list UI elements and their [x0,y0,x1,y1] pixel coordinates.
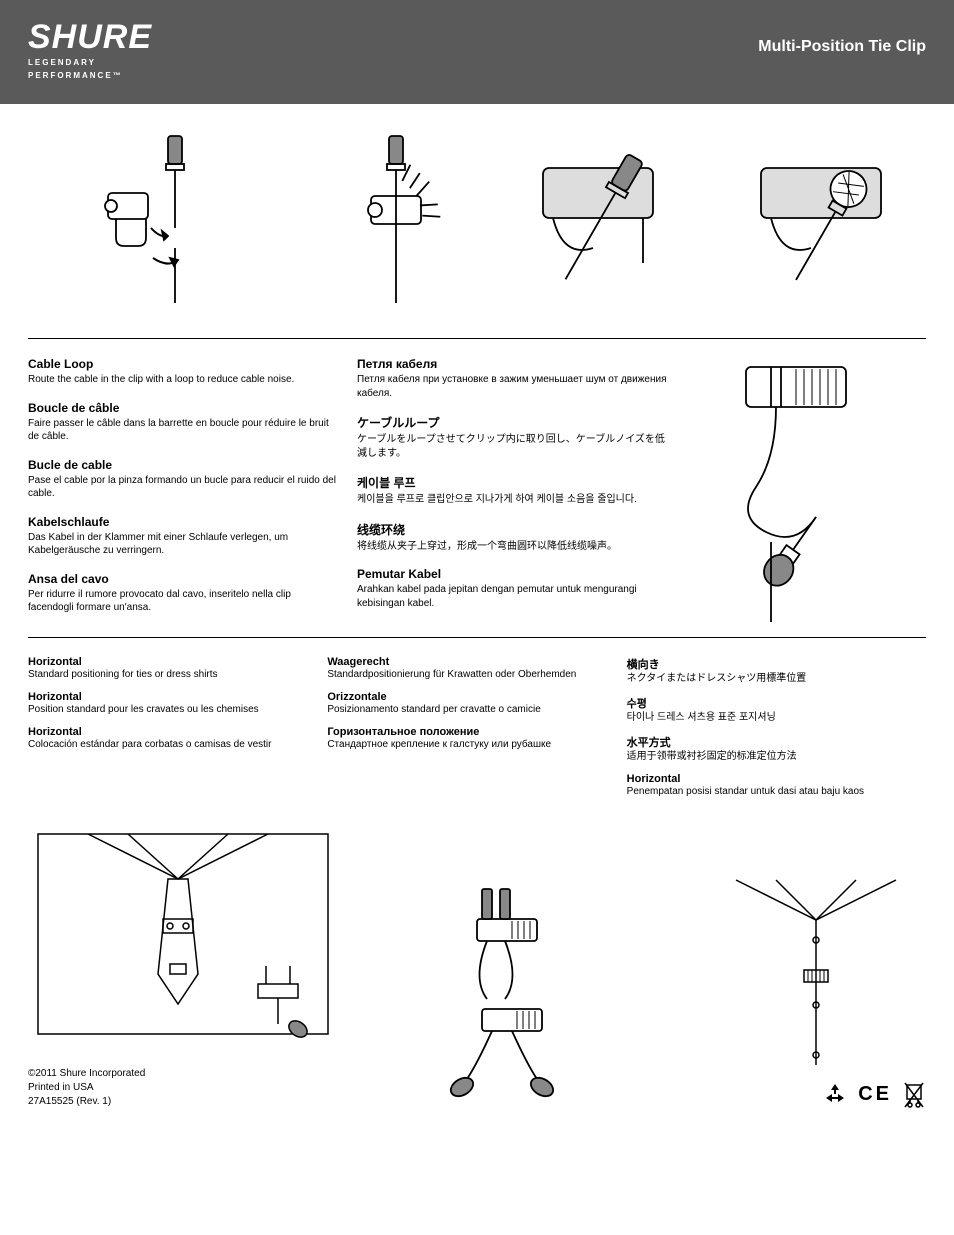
horiz-body: Penempatan posisi standar untuk dasi ata… [627,785,906,798]
horiz-block: HorizontalPenempatan posisi standar untu… [627,773,906,798]
tie-diagram [28,824,338,1054]
horiz-body: Posizionamento standard per cravatte o c… [327,703,606,716]
assembly-diagrams-row [28,104,926,339]
lang-block: 케이블 루프케이블을 루프로 클립안으로 지나가게 하여 케이블 소음을 줄입니… [357,474,668,507]
horiz-body: Position standard pour les cravates ou l… [28,703,307,716]
lang-body: 将线缆从夹子上穿过，形成一个弯曲圆环以降低线缆噪声。 [357,540,668,554]
lang-block: Cable Loop Route the cable in the clip wi… [28,357,339,387]
logo-sub-2: PERFORMANCE™ [28,71,152,80]
lang-block: ケーブルループケーブルをループさせてクリップ内に取り回し、ケーブルノイズを低減し… [357,414,668,460]
lang-body: Das Kabel in der Klammer mit einer Schla… [28,531,339,558]
footer-rev: 27A15525 (Rev. 1) [28,1095,338,1109]
horiz-block: HorizontalColocación estándar para corba… [28,726,307,751]
horiz-block: 수평타이나 드레스 셔츠용 표준 포지셔닝 [627,695,906,724]
footer-printed: Printed in USA [28,1081,338,1095]
horiz-title: Горизонтальное положение [327,726,606,738]
horiz-title: Horizontal [28,656,307,668]
cable-loop-col-1: Cable Loop Route the cable in the clip wi… [28,357,357,629]
horiz-title: Orizzontale [327,691,606,703]
horizontal-col-1: HorizontalStandard positioning for ties … [28,656,327,808]
horiz-title: Horizontal [28,726,307,738]
footer-text: ©2011 Shure Incorporated Printed in USA … [28,1067,338,1109]
horiz-title: 수평 [627,695,906,711]
lang-block: Петля кабеля Петля кабеля при установке в… [357,357,668,400]
lang-title: Cable Loop [28,357,339,371]
assembly-diagram-3 [503,128,693,308]
ce-mark: CE [858,1083,892,1106]
horiz-block: 水平方式适用于领带或衬衫固定的标准定位方法 [627,734,906,763]
recycle-icon [822,1082,848,1108]
horiz-body: 타이나 드레스 셔츠용 표준 포지셔닝 [627,711,906,724]
logo-main: SHURE [28,20,152,54]
horiz-block: 横向きネクタイまたはドレスシャツ用標準位置 [627,656,906,685]
horiz-body: Standard positioning for ties or dress s… [28,668,307,681]
horiz-body: Colocación estándar para corbatas o cami… [28,738,307,751]
lang-title: Boucle de câble [28,401,339,415]
lang-body: 케이블을 루프로 클립안으로 지나가게 하여 케이블 소음을 줄입니다. [357,493,668,507]
horiz-title: Horizontal [627,773,906,785]
lang-title: Kabelschlaufe [28,515,339,529]
lang-body: Петля кабеля при установке в зажим умень… [357,373,668,400]
document-title: Multi-Position Tie Clip [758,38,926,56]
cable-loop-diagram-col [686,357,926,629]
assembly-diagram-4 [726,128,916,308]
horiz-block: HorizontalStandard positioning for ties … [28,656,307,681]
lang-title: Bucle de cable [28,458,339,472]
bottom-right-group: CE [706,870,926,1109]
lang-title: Pemutar Kabel [357,567,668,581]
cable-loop-diagram [716,357,896,627]
assembly-diagram-1 [38,128,288,308]
content: Cable Loop Route the cable in the clip wi… [0,104,954,1137]
lang-title: Петля кабеля [357,357,668,371]
lang-body: Arahkan kabel pada jepitan dengan pemuta… [357,583,668,610]
dual-mic-diagram [422,879,622,1109]
lang-block: Bucle de cable Pase el cable por la pinza… [28,458,339,501]
horiz-block: Горизонтальное положениеСтандартное креп… [327,726,606,751]
lang-body: Pase el cable por la pinza formando un b… [28,474,339,501]
weee-icon [902,1081,926,1109]
horiz-block: HorizontalPosition standard pour les cra… [28,691,307,716]
logo-block: SHURE LEGENDARY PERFORMANCE™ [28,20,152,80]
header: SHURE LEGENDARY PERFORMANCE™ Multi-Posit… [0,0,954,104]
horiz-block: OrizzontalePosizionamento standard per c… [327,691,606,716]
horiz-body: 适用于领带或衬衫固定的标准定位方法 [627,750,906,763]
horiz-body: Стандартное крепление к галстуку или руб… [327,738,606,751]
lang-title: ケーブルループ [357,414,668,431]
lang-block: Pemutar Kabel Arahkan kabel pada jepitan … [357,567,668,610]
horizontal-section: HorizontalStandard positioning for ties … [28,638,926,812]
horiz-body: Standardpositionierung für Krawatten ode… [327,668,606,681]
lang-title: 线缆环绕 [357,521,668,538]
horizontal-col-2: WaagerechtStandardpositionierung für Kra… [327,656,626,808]
lang-block: Ansa del cavo Per ridurre il rumore provo… [28,572,339,615]
shirt-diagram [706,870,926,1070]
horiz-title: 横向き [627,656,906,672]
lang-body: Route the cable in the clip with a loop … [28,373,339,387]
lang-body: Faire passer le câble dans la barrette e… [28,417,339,444]
lang-title: Ansa del cavo [28,572,339,586]
horiz-title: 水平方式 [627,734,906,750]
horiz-title: Waagerecht [327,656,606,668]
bottom-row: ©2011 Shure Incorporated Printed in USA … [28,812,926,1109]
logo-sub-1: LEGENDARY [28,58,152,67]
bottom-left-group: ©2011 Shure Incorporated Printed in USA … [28,824,338,1109]
horiz-body: ネクタイまたはドレスシャツ用標準位置 [627,672,906,685]
lang-block: 线缆环绕将线缆从夹子上穿过，形成一个弯曲圆环以降低线缆噪声。 [357,521,668,554]
lang-block: Boucle de câble Faire passer le câble dan… [28,401,339,444]
horizontal-col-3: 横向きネクタイまたはドレスシャツ用標準位置 수평타이나 드레스 셔츠용 표준 포… [627,656,926,808]
lang-block: Kabelschlaufe Das Kabel in der Klammer mi… [28,515,339,558]
horiz-block: WaagerechtStandardpositionierung für Kra… [327,656,606,681]
lang-title: 케이블 루프 [357,474,668,491]
footer-copyright: ©2011 Shure Incorporated [28,1067,338,1081]
lang-body: ケーブルをループさせてクリップ内に取り回し、ケーブルノイズを低減します。 [357,433,668,460]
cable-loop-section: Cable Loop Route the cable in the clip wi… [28,339,926,638]
compliance-marks: CE [706,1081,926,1109]
assembly-diagram-2 [321,128,471,308]
horiz-title: Horizontal [28,691,307,703]
cable-loop-col-2: Петля кабеля Петля кабеля при установке в… [357,357,686,629]
lang-body: Per ridurre il rumore provocato dal cavo… [28,588,339,615]
